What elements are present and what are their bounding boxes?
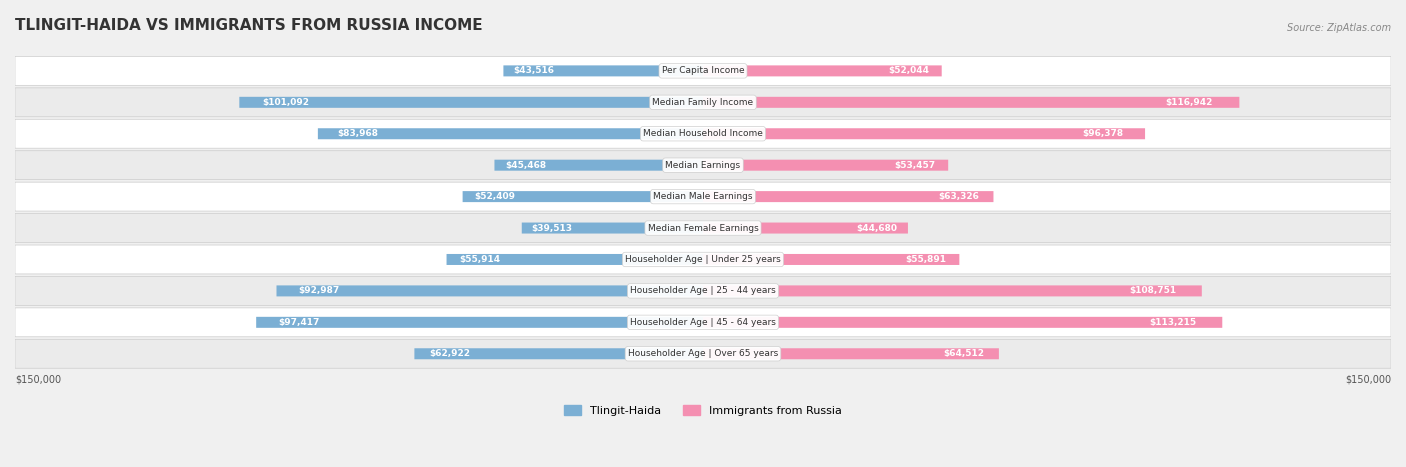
Text: $108,751: $108,751 xyxy=(1130,286,1177,296)
FancyBboxPatch shape xyxy=(703,65,942,77)
Text: $55,891: $55,891 xyxy=(905,255,946,264)
Text: $52,044: $52,044 xyxy=(889,66,929,75)
Text: Householder Age | 25 - 44 years: Householder Age | 25 - 44 years xyxy=(630,286,776,296)
Text: $101,092: $101,092 xyxy=(263,98,309,107)
FancyBboxPatch shape xyxy=(15,340,1391,368)
FancyBboxPatch shape xyxy=(703,128,1144,139)
FancyBboxPatch shape xyxy=(277,285,703,297)
Text: Householder Age | 45 - 64 years: Householder Age | 45 - 64 years xyxy=(630,318,776,327)
FancyBboxPatch shape xyxy=(447,254,703,265)
Text: $97,417: $97,417 xyxy=(278,318,321,327)
Text: $52,409: $52,409 xyxy=(475,192,516,201)
FancyBboxPatch shape xyxy=(15,119,1391,148)
FancyBboxPatch shape xyxy=(703,160,948,170)
Text: Median Female Earnings: Median Female Earnings xyxy=(648,224,758,233)
FancyBboxPatch shape xyxy=(15,151,1391,180)
FancyBboxPatch shape xyxy=(15,245,1391,274)
Text: Per Capita Income: Per Capita Income xyxy=(662,66,744,75)
FancyBboxPatch shape xyxy=(256,317,703,328)
FancyBboxPatch shape xyxy=(703,97,1239,108)
FancyBboxPatch shape xyxy=(703,223,908,234)
Text: $64,512: $64,512 xyxy=(943,349,984,358)
Text: $62,922: $62,922 xyxy=(429,349,470,358)
Text: $63,326: $63,326 xyxy=(938,192,979,201)
Text: Householder Age | Over 65 years: Householder Age | Over 65 years xyxy=(628,349,778,358)
FancyBboxPatch shape xyxy=(495,160,703,170)
Text: $92,987: $92,987 xyxy=(298,286,339,296)
Text: $39,513: $39,513 xyxy=(531,224,572,233)
FancyBboxPatch shape xyxy=(703,348,998,359)
FancyBboxPatch shape xyxy=(703,317,1222,328)
FancyBboxPatch shape xyxy=(15,57,1391,85)
Text: TLINGIT-HAIDA VS IMMIGRANTS FROM RUSSIA INCOME: TLINGIT-HAIDA VS IMMIGRANTS FROM RUSSIA … xyxy=(15,18,482,33)
Text: Median Male Earnings: Median Male Earnings xyxy=(654,192,752,201)
FancyBboxPatch shape xyxy=(239,97,703,108)
FancyBboxPatch shape xyxy=(318,128,703,139)
Text: $43,516: $43,516 xyxy=(513,66,554,75)
FancyBboxPatch shape xyxy=(415,348,703,359)
Text: $150,000: $150,000 xyxy=(15,374,60,384)
Legend: Tlingit-Haida, Immigrants from Russia: Tlingit-Haida, Immigrants from Russia xyxy=(560,401,846,420)
FancyBboxPatch shape xyxy=(15,308,1391,337)
FancyBboxPatch shape xyxy=(522,223,703,234)
Text: Source: ZipAtlas.com: Source: ZipAtlas.com xyxy=(1286,23,1391,33)
Text: $113,215: $113,215 xyxy=(1149,318,1197,327)
Text: $44,680: $44,680 xyxy=(856,224,897,233)
Text: $55,914: $55,914 xyxy=(460,255,501,264)
Text: Median Earnings: Median Earnings xyxy=(665,161,741,170)
FancyBboxPatch shape xyxy=(703,191,994,202)
FancyBboxPatch shape xyxy=(703,254,959,265)
Text: $116,942: $116,942 xyxy=(1166,98,1212,107)
Text: $96,378: $96,378 xyxy=(1081,129,1123,138)
Text: $53,457: $53,457 xyxy=(894,161,936,170)
FancyBboxPatch shape xyxy=(503,65,703,77)
FancyBboxPatch shape xyxy=(15,276,1391,305)
Text: Median Family Income: Median Family Income xyxy=(652,98,754,107)
Text: Median Household Income: Median Household Income xyxy=(643,129,763,138)
FancyBboxPatch shape xyxy=(703,285,1202,297)
Text: $150,000: $150,000 xyxy=(1346,374,1391,384)
FancyBboxPatch shape xyxy=(463,191,703,202)
FancyBboxPatch shape xyxy=(15,88,1391,117)
Text: $83,968: $83,968 xyxy=(337,129,378,138)
Text: $45,468: $45,468 xyxy=(505,161,546,170)
FancyBboxPatch shape xyxy=(15,182,1391,211)
Text: Householder Age | Under 25 years: Householder Age | Under 25 years xyxy=(626,255,780,264)
FancyBboxPatch shape xyxy=(15,213,1391,242)
